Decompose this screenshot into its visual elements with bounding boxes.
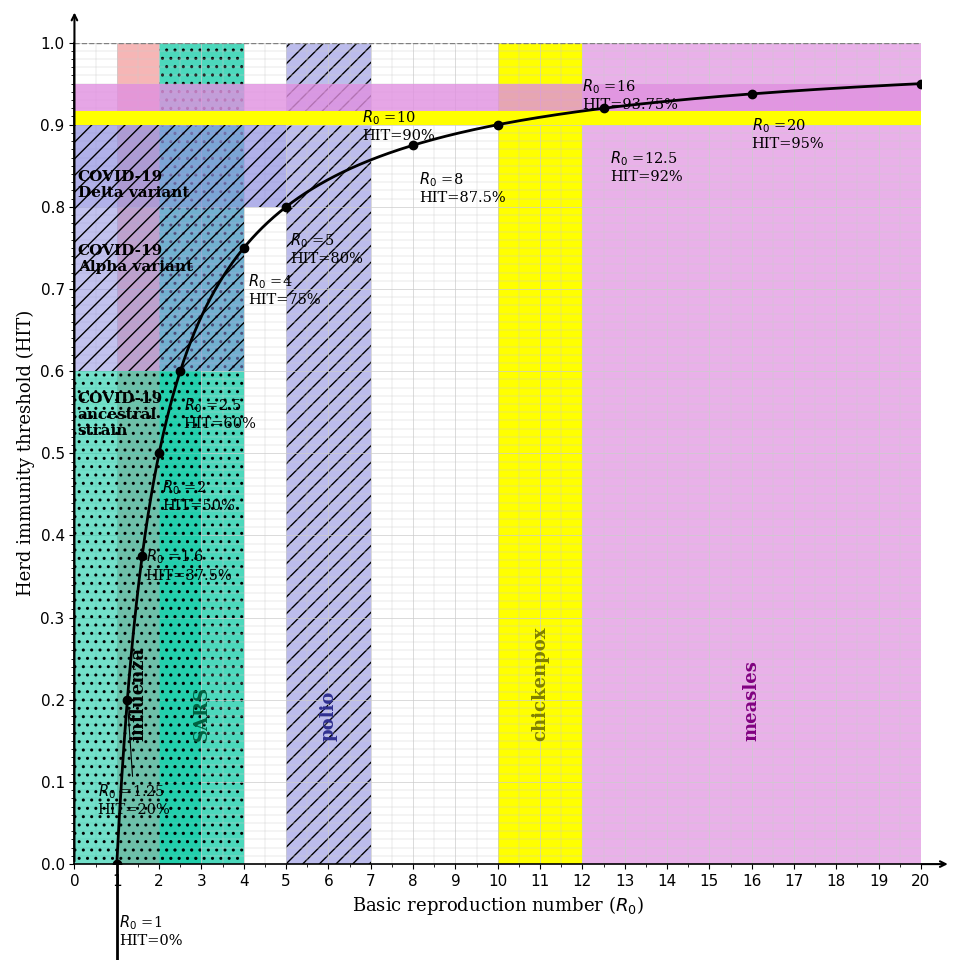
Text: $R_0$ =5
HIT=80%: $R_0$ =5 HIT=80% (290, 231, 363, 267)
Text: $R_0$ =10
HIT=90%: $R_0$ =10 HIT=90% (362, 108, 435, 143)
Text: $R_0$ =16
HIT=93.75%: $R_0$ =16 HIT=93.75% (583, 78, 678, 112)
Text: COVID-19
ancestral
strain: COVID-19 ancestral strain (78, 392, 163, 438)
Text: COVID-19
Delta variant: COVID-19 Delta variant (78, 170, 189, 200)
Text: $R_0$ =4
HIT=75%: $R_0$ =4 HIT=75% (248, 273, 321, 307)
Bar (75, 111, 921, 125)
Text: $R_0$ =2.5
HIT=60%: $R_0$ =2.5 HIT=60% (183, 396, 256, 431)
Text: $R_0$ =1.6
HIT=37.5%: $R_0$ =1.6 HIT=37.5% (146, 548, 232, 583)
Bar (159, 42, 244, 864)
Bar (497, 42, 583, 864)
Text: chickenpox: chickenpox (531, 626, 549, 741)
Bar (75, 206, 244, 372)
Bar (286, 42, 371, 864)
Text: $R_0$ =8
HIT=87.5%: $R_0$ =8 HIT=87.5% (420, 170, 506, 204)
Y-axis label: Herd immunity threshold (HIT): Herd immunity threshold (HIT) (16, 310, 35, 596)
Bar (117, 42, 159, 864)
Text: COVID-19
Alpha variant: COVID-19 Alpha variant (78, 244, 193, 274)
Text: SARS: SARS (192, 685, 210, 741)
Text: polio: polio (320, 690, 337, 741)
Bar (75, 125, 286, 206)
Text: $R_0$ =20
HIT=95%: $R_0$ =20 HIT=95% (752, 116, 825, 152)
Text: measles: measles (743, 660, 760, 741)
Text: influenza: influenza (129, 647, 147, 741)
Text: $R_0$ =2
HIT=50%: $R_0$ =2 HIT=50% (162, 478, 235, 513)
Bar (75, 372, 202, 864)
Text: $R_0$ =12.5
HIT=92%: $R_0$ =12.5 HIT=92% (610, 150, 683, 184)
Text: $R_0$ =1
HIT=0%: $R_0$ =1 HIT=0% (119, 913, 182, 948)
Text: $R_0$ =1.25
HIT=20%: $R_0$ =1.25 HIT=20% (98, 703, 171, 817)
Bar (583, 42, 921, 864)
Bar (75, 84, 921, 111)
X-axis label: Basic reproduction number ($R_0$): Basic reproduction number ($R_0$) (351, 895, 643, 918)
